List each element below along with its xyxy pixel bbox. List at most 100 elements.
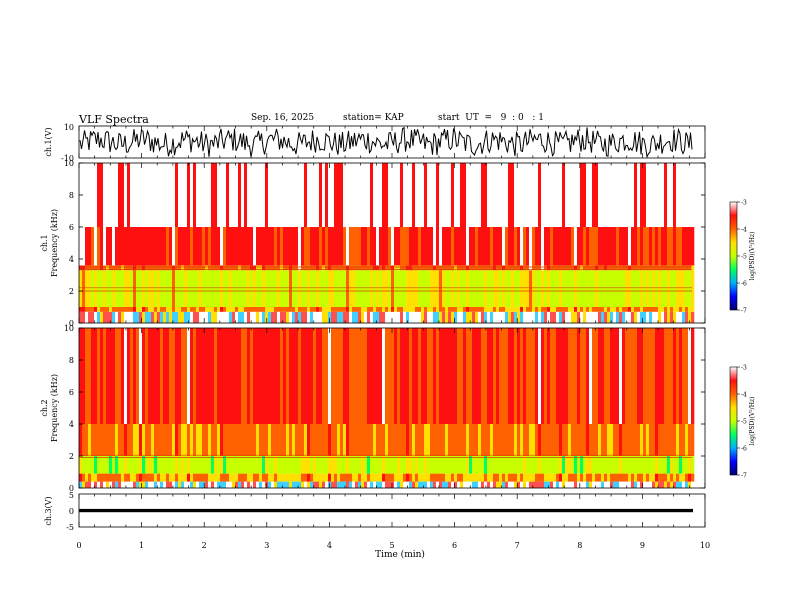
spec-cell — [454, 311, 458, 323]
spec-cell — [256, 311, 260, 323]
spec-cell — [628, 307, 632, 312]
spec-cell — [217, 481, 221, 488]
spec-cell — [391, 265, 395, 271]
spec-cell — [388, 456, 392, 474]
spec-cell — [205, 424, 209, 456]
spec-cell — [217, 227, 221, 266]
spec-cell — [553, 481, 557, 488]
spec-cell — [649, 227, 653, 266]
spec-cell — [280, 473, 284, 482]
spec-cell — [676, 473, 680, 482]
spec-cell — [235, 311, 239, 323]
spec-cell — [601, 328, 605, 424]
spec-cell — [124, 456, 128, 474]
spec-cell — [361, 328, 365, 424]
spec-cell — [211, 328, 215, 424]
spec-cell — [604, 473, 608, 482]
spec-cell — [346, 265, 350, 271]
spec-cell — [397, 270, 401, 307]
spec-cell — [676, 265, 680, 271]
spec-cell — [295, 307, 299, 312]
spec-cell — [691, 456, 695, 474]
spec-cell — [592, 227, 596, 266]
spec-cell — [655, 424, 659, 456]
spec-cell — [445, 328, 449, 424]
spec-cell — [409, 311, 413, 323]
spec-cell — [226, 163, 230, 227]
spec-cell — [583, 270, 587, 307]
spec-cell — [607, 481, 611, 488]
spec-cell — [121, 227, 125, 266]
spec-cell — [337, 307, 341, 312]
spec-cell — [184, 473, 188, 482]
spec-cell — [205, 311, 209, 323]
spec-cell — [409, 481, 413, 488]
spec-cell — [94, 163, 98, 227]
spec-cell — [535, 456, 539, 474]
spec-cell — [379, 265, 383, 271]
spec-cell — [406, 265, 410, 271]
spec-cell — [313, 311, 317, 323]
spec-cell — [406, 227, 410, 266]
spec-cell — [469, 227, 473, 266]
spec-cell — [361, 481, 365, 488]
spec-cell — [205, 473, 209, 482]
spec-cell — [610, 473, 614, 482]
spec-cell — [532, 473, 536, 482]
spec-cell — [358, 481, 362, 488]
spec-cell — [514, 456, 518, 474]
spec-cell — [217, 424, 221, 456]
spec-cell — [508, 307, 512, 312]
spec-cell — [586, 227, 590, 266]
spec-cell — [625, 456, 629, 474]
spec-cell — [508, 328, 512, 424]
ch3-ytick-mid: 0 — [69, 507, 74, 516]
spec-cell — [82, 473, 86, 482]
spec-cell — [586, 328, 590, 424]
spec-cell — [190, 481, 194, 488]
spec-cell — [223, 473, 227, 482]
spec-cell — [91, 456, 95, 474]
spec-cell — [496, 265, 500, 271]
spec-cell — [280, 227, 284, 266]
spec-cell — [79, 456, 83, 474]
spec-cell — [415, 456, 419, 474]
spec-cell — [565, 270, 569, 307]
spec-cell — [676, 270, 680, 307]
spec-cell — [505, 265, 509, 271]
spec-cell — [592, 270, 596, 307]
spec-cell — [439, 473, 443, 482]
spec-cell — [598, 328, 602, 424]
spec-cell — [103, 307, 107, 312]
spec-cell — [292, 265, 296, 271]
spec-cell — [151, 473, 155, 482]
spec-cell — [88, 456, 92, 474]
spec-cell — [103, 227, 107, 266]
spec-cell — [643, 311, 647, 323]
spec-cell — [85, 163, 89, 227]
spec-cell — [592, 456, 596, 474]
spec-cell — [556, 481, 560, 488]
spec-cell — [358, 270, 362, 307]
spec-cell — [607, 311, 611, 323]
spec-cell — [106, 456, 110, 474]
spec-cell — [205, 456, 209, 474]
spec-cell — [172, 473, 176, 482]
spec-cell — [379, 227, 383, 266]
spec-cell — [436, 473, 440, 482]
spec-cell — [133, 163, 137, 227]
spec-cell — [190, 311, 194, 323]
spec-cell — [601, 163, 605, 227]
spec-cell — [97, 265, 101, 271]
spec-cell — [385, 265, 389, 271]
spec-cell — [346, 328, 350, 424]
spec-cell — [445, 307, 449, 312]
spec-cell — [358, 424, 362, 456]
spec-cell — [379, 307, 383, 312]
spec-cell — [319, 473, 323, 482]
spec-cell — [130, 311, 134, 323]
spec-cell — [217, 328, 221, 424]
spec-cell — [436, 481, 440, 488]
spec-cell — [655, 163, 659, 227]
spec-cell — [274, 163, 278, 227]
